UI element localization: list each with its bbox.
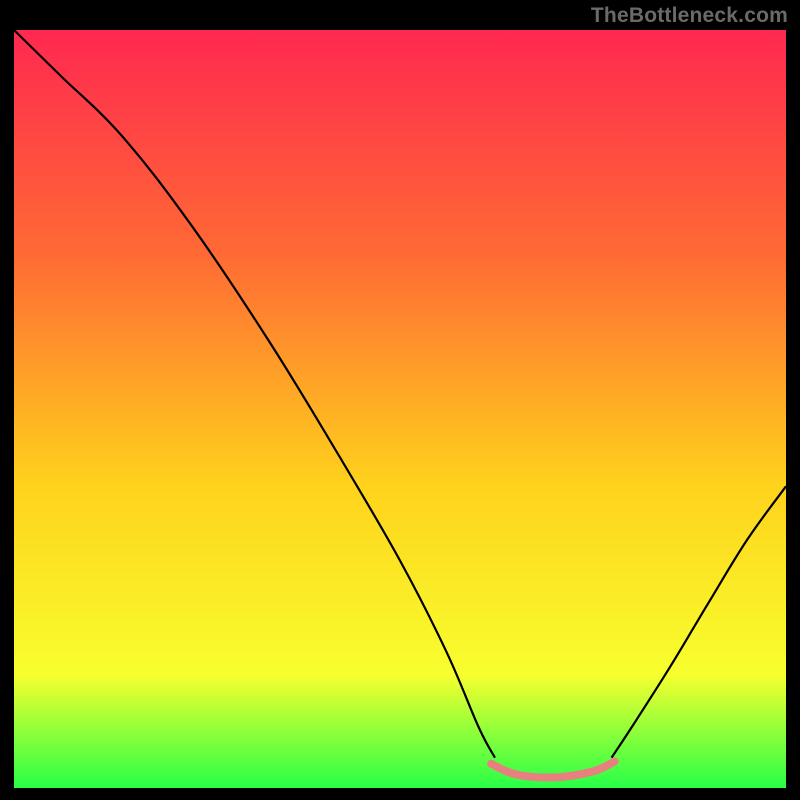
curve-layer [14, 30, 786, 788]
bottleneck-curve-left [14, 30, 495, 758]
chart-container: TheBottleneck.com [0, 0, 800, 800]
bottleneck-curve-right [612, 486, 786, 757]
optimal-range-marker [491, 761, 615, 777]
plot-area [14, 30, 786, 788]
attribution-text: TheBottleneck.com [591, 4, 788, 28]
